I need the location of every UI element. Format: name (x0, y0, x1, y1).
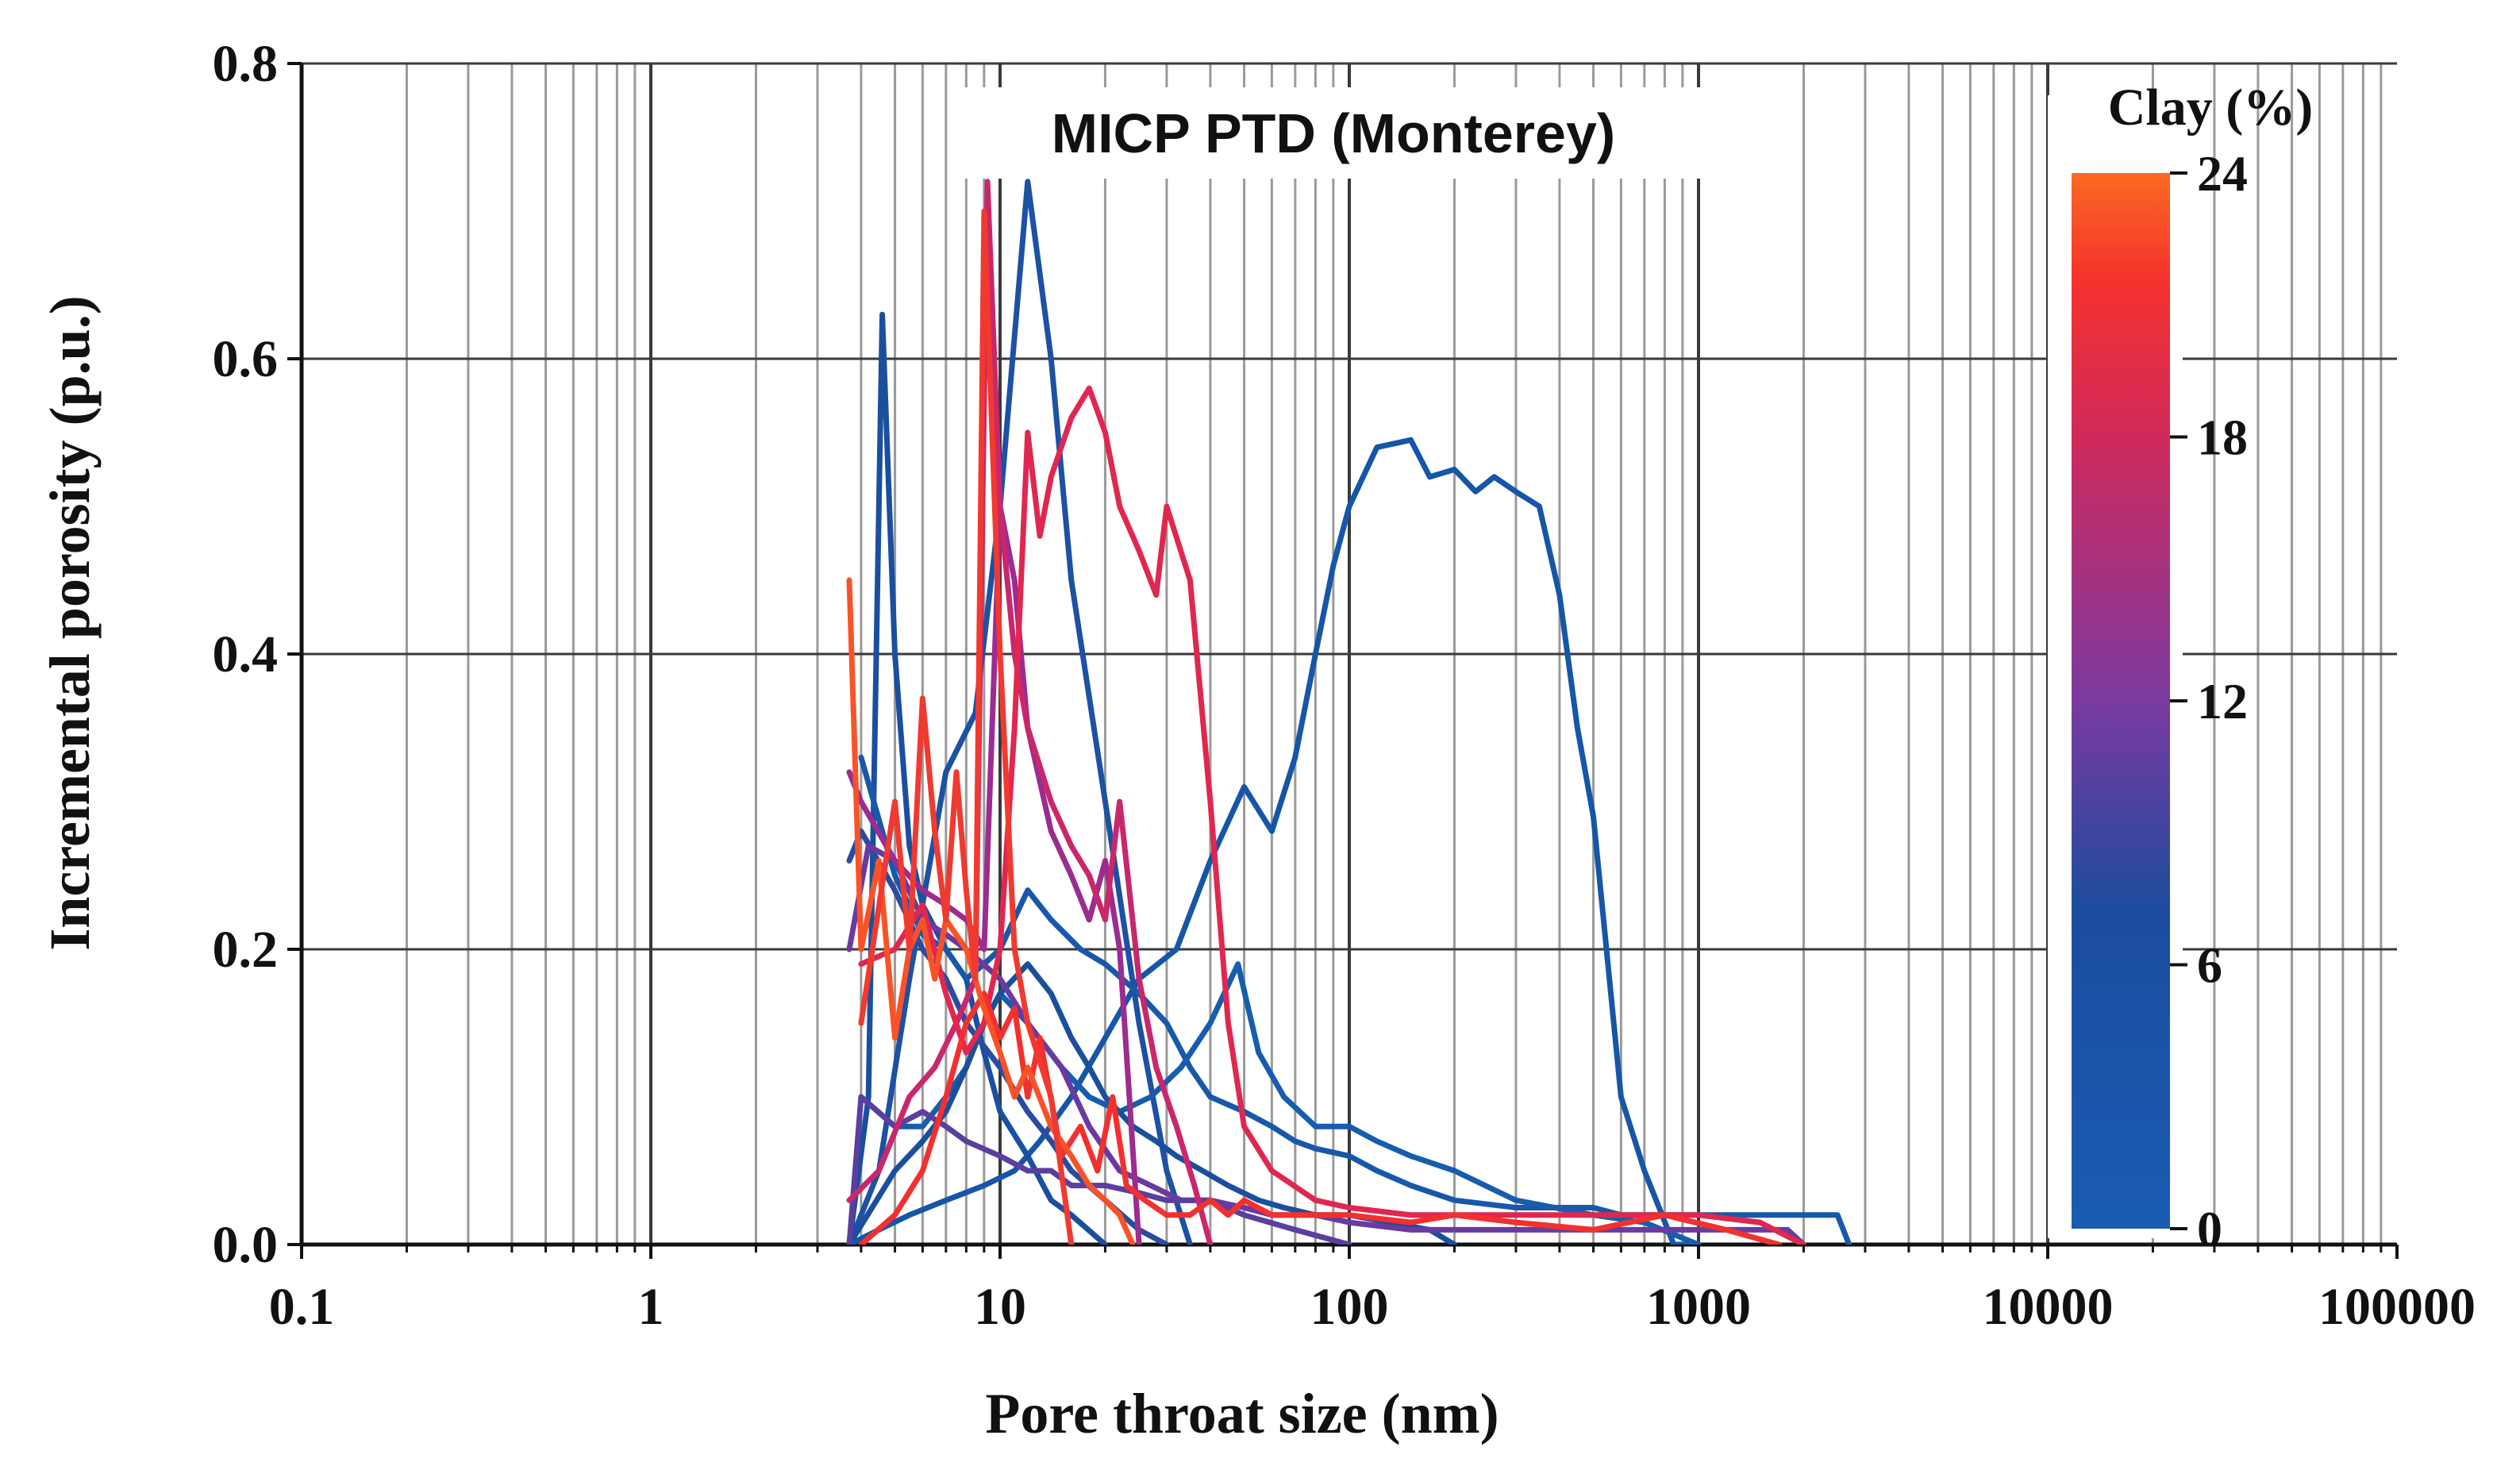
series-line-12 (858, 385, 1806, 1245)
y-tick-label: 0.4 (213, 625, 279, 683)
y-axis-label: Incremental porosity (p.u.) (38, 295, 102, 950)
y-tick-label: 0.8 (213, 35, 279, 93)
series-line-3 (846, 179, 1193, 1245)
title-background (960, 87, 1706, 179)
series-line-14 (846, 577, 1136, 1245)
colorbar-tick-label: 12 (2197, 673, 2248, 729)
x-tick-label: 10 (974, 1278, 1026, 1336)
x-tick-label: 1000 (1646, 1278, 1751, 1336)
chart-title: MICP PTD (Monterey) (1052, 102, 1615, 164)
series-line-15 (858, 208, 1075, 1245)
series-line-8 (846, 843, 1806, 1245)
series-line-13 (858, 991, 1782, 1245)
series-lines (846, 179, 1852, 1245)
colorbar-tick-label: 6 (2197, 937, 2222, 994)
y-tick-label: 0.0 (213, 1216, 279, 1274)
colorbar-title: Clay (%) (2108, 79, 2313, 137)
series-line-11 (846, 179, 1214, 1245)
y-tick-label: 0.6 (213, 330, 279, 388)
colorbar-tick-label: 18 (2197, 410, 2248, 466)
colorbar-tick-label: 24 (2197, 145, 2248, 202)
axes: 0.1 1 10 100 1000 10000 100000 0.0 0.2 0.4 0.6 0.8 (213, 35, 2476, 1336)
colorbar-gradient (2072, 173, 2170, 1229)
x-tick-label: 10000 (1983, 1278, 2114, 1336)
colorbar-tick-label: 0 (2197, 1201, 2222, 1257)
x-tick-label: 100000 (2318, 1278, 2476, 1336)
x-tick-label: 1 (638, 1278, 664, 1336)
x-tick-label: 0.1 (269, 1278, 335, 1336)
x-tick-label: 100 (1310, 1278, 1389, 1336)
series-line-1 (846, 437, 1702, 1245)
y-tick-label: 0.2 (213, 921, 279, 979)
x-axis-label: Pore throat size (nm) (985, 1382, 1499, 1445)
colorbar: Clay (%) 0 6 12 18 24 (2048, 79, 2313, 1257)
